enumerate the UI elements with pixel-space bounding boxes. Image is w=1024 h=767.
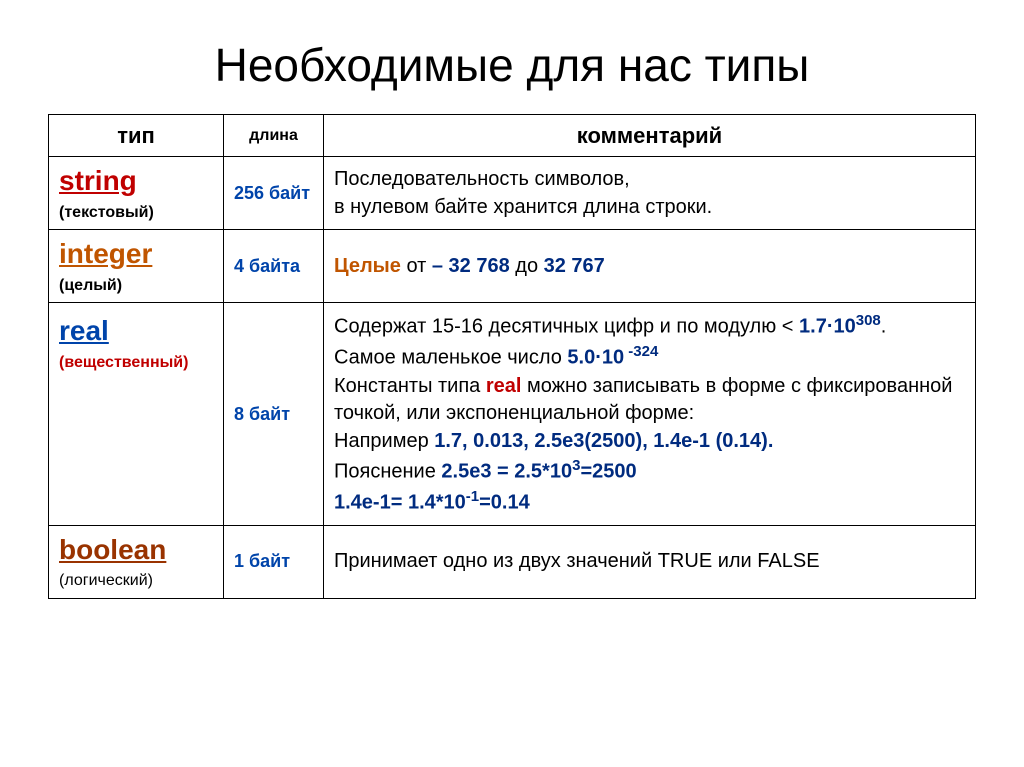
text: – 32 768 [432,255,510,277]
comment-line: Содержат 15-16 десятичных цифр и по моду… [334,311,965,340]
table-row: string (текстовый) 256 байт Последовател… [49,157,976,230]
type-sub: (целый) [59,275,213,296]
text: Константы типа [334,375,486,397]
type-name-cell: integer (целый) [49,230,224,303]
comment-line: Самое маленькое число 5.0·10 -324 [334,342,965,371]
table-header-row: тип длина комментарий [49,115,976,157]
length-cell: 256 байт [224,157,324,230]
text: =2500 [580,461,636,483]
text: 1.4e-1= 1.4*10 [334,492,466,514]
text: Пояснение [334,461,441,483]
text: Целые [334,255,401,277]
header-type: тип [49,115,224,157]
text: . [881,316,887,338]
comment-line: Например 1.7, 0.013, 2.5e3(2500), 1.4e-1… [334,428,965,454]
type-name: integer [59,236,213,273]
length-cell: 8 байт [224,303,324,525]
table-row: boolean (логический) 1 байт Принимает од… [49,525,976,598]
type-name: string [59,163,213,200]
text: =0.14 [479,492,530,514]
header-length: длина [224,115,324,157]
comment-cell: Содержат 15-16 десятичных цифр и по моду… [324,303,976,525]
comment-line: Принимает одно из двух значений TRUE или… [334,548,965,574]
length-cell: 4 байта [224,230,324,303]
text: от [401,255,432,277]
type-sub: (текстовый) [59,202,213,223]
type-name-cell: boolean (логический) [49,525,224,598]
text: 5.0·10 [567,347,624,369]
text: Самое маленькое число [334,347,567,369]
type-sub: (вещественный) [59,352,213,373]
text: 308 [856,312,881,329]
text: 1.7·10 [799,316,856,338]
text: -324 [624,343,658,360]
text: до [510,255,544,277]
text: 32 767 [544,255,605,277]
text: Например [334,430,434,452]
comment-line: Константы типа real можно записывать в ф… [334,373,965,426]
length-cell: 1 байт [224,525,324,598]
length-value: 256 байт [234,183,310,203]
table-row: integer (целый) 4 байта Целые от – 32 76… [49,230,976,303]
length-value: 1 байт [234,551,290,571]
table-row: real (вещественный) 8 байт Содержат 15-1… [49,303,976,525]
type-name-cell: real (вещественный) [49,303,224,525]
page-title: Необходимые для нас типы [48,38,976,92]
comment-line: в нулевом байте хранится длина строки. [334,194,965,220]
type-name-cell: string (текстовый) [49,157,224,230]
comment-line: Пояснение 2.5e3 = 2.5*103=2500 [334,456,965,485]
slide: Необходимые для нас типы тип длина комме… [0,0,1024,767]
comment-line: Последовательность символов, [334,166,965,192]
comment-cell: Принимает одно из двух значений TRUE или… [324,525,976,598]
type-name: boolean [59,532,213,569]
length-value: 4 байта [234,256,300,276]
text: 2.5e3 = 2.5*10 [441,461,572,483]
comment-cell: Последовательность символов, в нулевом б… [324,157,976,230]
type-name: real [59,313,213,350]
text: 1.7, 0.013, 2.5e3(2500), 1.4e-1 (0.14). [434,430,773,452]
types-table: тип длина комментарий string (текстовый)… [48,114,976,599]
text: Содержат 15-16 десятичных цифр и по моду… [334,316,799,338]
type-sub: (логический) [59,570,213,591]
text: -1 [466,488,479,505]
text: real [486,375,522,397]
length-value: 8 байт [234,404,290,424]
comment-line: 1.4e-1= 1.4*10-1=0.14 [334,487,965,516]
comment-cell: Целые от – 32 768 до 32 767 [324,230,976,303]
header-comment: комментарий [324,115,976,157]
